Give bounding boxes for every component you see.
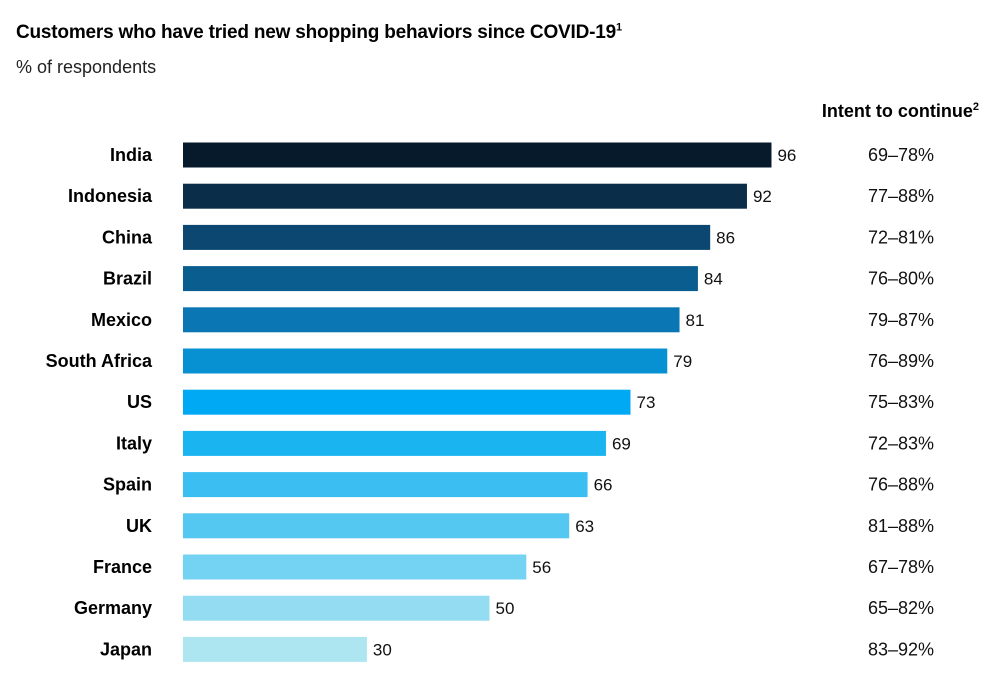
intent-label-spain: 76–88% <box>868 475 934 495</box>
bar-brazil <box>183 266 698 292</box>
intent-label-india: 69–78% <box>868 145 934 165</box>
category-label-france: France <box>93 557 152 577</box>
chart-subtitle: % of respondents <box>16 57 157 77</box>
bar-indonesia <box>183 183 747 209</box>
bar-india <box>183 142 772 168</box>
value-label-germany: 50 <box>496 599 515 618</box>
value-label-spain: 66 <box>594 476 613 495</box>
bar-japan <box>183 636 367 662</box>
category-label-uk: UK <box>126 516 152 536</box>
category-label-south-africa: South Africa <box>46 351 153 371</box>
value-label-india: 96 <box>777 146 796 165</box>
category-label-us: US <box>127 392 152 412</box>
value-label-china: 86 <box>716 228 735 247</box>
bar-china <box>183 224 711 250</box>
bar-spain <box>183 472 588 498</box>
intent-label-mexico: 79–87% <box>868 310 934 330</box>
bar-france <box>183 554 527 580</box>
value-label-us: 73 <box>636 393 655 412</box>
bar-mexico <box>183 307 680 333</box>
title-footnote: 1 <box>615 21 622 34</box>
intent-label-china: 72–81% <box>868 227 934 247</box>
category-label-china: China <box>102 227 153 247</box>
intent-footnote: 2 <box>972 101 979 113</box>
value-label-france: 56 <box>532 558 551 577</box>
intent-label-germany: 65–82% <box>868 598 934 618</box>
value-label-japan: 30 <box>373 640 392 659</box>
intent-label-france: 67–78% <box>868 557 934 577</box>
intent-header: Intent to continue2 <box>821 101 979 121</box>
value-label-italy: 69 <box>612 434 631 453</box>
bar-uk <box>183 513 570 539</box>
category-label-italy: Italy <box>116 433 152 453</box>
category-label-indonesia: Indonesia <box>68 186 153 206</box>
category-label-mexico: Mexico <box>91 310 152 330</box>
intent-label-south-africa: 76–89% <box>868 351 934 371</box>
intent-label-japan: 83–92% <box>868 639 934 659</box>
intent-label-brazil: 76–80% <box>868 269 934 289</box>
bar-south-africa <box>183 348 668 374</box>
bar-italy <box>183 430 606 456</box>
category-label-germany: Germany <box>74 598 152 618</box>
value-label-mexico: 81 <box>686 311 705 330</box>
bar-germany <box>183 595 490 621</box>
intent-label-us: 75–83% <box>868 392 934 412</box>
value-label-south-africa: 79 <box>673 352 692 371</box>
intent-label-italy: 72–83% <box>868 433 934 453</box>
bar-us <box>183 389 631 415</box>
category-label-spain: Spain <box>103 475 152 495</box>
intent-label-indonesia: 77–88% <box>868 186 934 206</box>
category-label-brazil: Brazil <box>103 269 152 289</box>
category-label-japan: Japan <box>100 639 152 659</box>
value-label-brazil: 84 <box>704 270 723 289</box>
value-label-indonesia: 92 <box>753 187 772 206</box>
category-label-india: India <box>110 145 153 165</box>
value-label-uk: 63 <box>575 517 594 536</box>
chart-title: Customers who have tried new shopping be… <box>16 21 622 43</box>
intent-label-uk: 81–88% <box>868 516 934 536</box>
